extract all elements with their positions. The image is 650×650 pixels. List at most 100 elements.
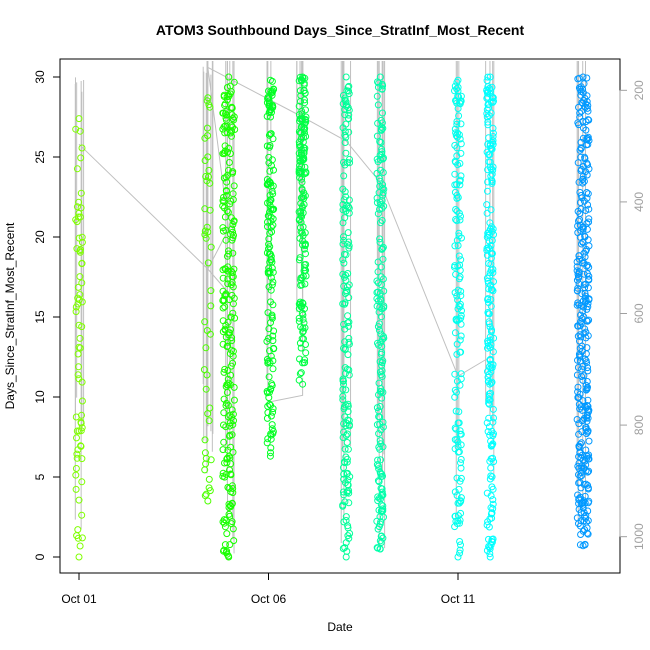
- data-point: [342, 422, 350, 430]
- data-point: [581, 153, 589, 161]
- data-point: [580, 313, 588, 321]
- data-point: [345, 294, 353, 302]
- data-point: [457, 287, 465, 295]
- data-point: [454, 194, 462, 201]
- data-point: [230, 116, 238, 124]
- data-point: [581, 526, 588, 534]
- data-point: [486, 323, 494, 331]
- data-point: [378, 245, 386, 253]
- data-point: [267, 401, 275, 409]
- data-point: [268, 228, 276, 236]
- data-point: [452, 132, 460, 140]
- data-point: [456, 430, 464, 438]
- data-point: [226, 512, 234, 520]
- data-point: [451, 393, 459, 401]
- data-point: [489, 124, 497, 132]
- data-point: [221, 303, 229, 311]
- data-point: [296, 339, 304, 347]
- data-point: [229, 196, 237, 204]
- data-point: [373, 404, 381, 412]
- data-point: [374, 258, 382, 266]
- data-point: [583, 225, 591, 233]
- data-point: [224, 381, 232, 389]
- data-point: [223, 129, 231, 137]
- data-point: [575, 505, 583, 513]
- data-point: [576, 199, 584, 206]
- data-point: [376, 437, 384, 445]
- data-point: [584, 317, 591, 325]
- data-point: [342, 432, 350, 439]
- data-point: [263, 414, 271, 422]
- data-point: [230, 113, 238, 121]
- data-point: [454, 438, 462, 446]
- data-point: [301, 229, 309, 237]
- data-point: [343, 287, 350, 295]
- data-point: [270, 345, 277, 353]
- data-point: [484, 73, 492, 81]
- data-point: [265, 178, 273, 185]
- data-point: [205, 475, 213, 483]
- data-point: [380, 185, 388, 193]
- data-point: [297, 276, 305, 284]
- data-point: [344, 270, 352, 277]
- data-point: [582, 514, 589, 522]
- data-point: [454, 553, 462, 561]
- data-point: [583, 189, 591, 196]
- data-point: [374, 268, 382, 276]
- right-tick-label: 200: [632, 80, 646, 100]
- data-point: [75, 375, 83, 383]
- data-point: [575, 103, 582, 111]
- data-point: [376, 290, 384, 297]
- data-point: [298, 133, 306, 141]
- data-point: [484, 121, 492, 129]
- data-point: [345, 318, 353, 326]
- data-point: [575, 217, 582, 225]
- data-point: [201, 134, 209, 142]
- data-point: [202, 234, 210, 242]
- data-point: [229, 309, 237, 317]
- data-point: [76, 273, 84, 281]
- data-point: [487, 145, 495, 152]
- data-point: [489, 496, 497, 504]
- data-point: [73, 427, 81, 435]
- data-point: [340, 196, 348, 204]
- data-point: [457, 474, 465, 482]
- data-point: [379, 169, 387, 176]
- data-point: [74, 283, 82, 291]
- data-point: [376, 238, 384, 246]
- data-point: [342, 149, 350, 157]
- data-point: [229, 168, 237, 176]
- data-point: [204, 259, 212, 267]
- data-point: [302, 106, 309, 114]
- data-point: [341, 346, 349, 354]
- data-point: [222, 402, 230, 410]
- data-point: [585, 437, 593, 445]
- data-point: [207, 456, 215, 464]
- data-point: [222, 173, 230, 181]
- data-point: [296, 234, 304, 242]
- data-point: [229, 283, 237, 291]
- data-point: [580, 80, 588, 88]
- data-point: [267, 430, 275, 438]
- data-point: [230, 182, 238, 190]
- data-point: [377, 263, 385, 271]
- data-point: [342, 513, 350, 521]
- data-point: [485, 101, 493, 108]
- data-point: [74, 371, 82, 379]
- data-point: [75, 296, 83, 304]
- data-point: [78, 511, 86, 519]
- data-point: [76, 542, 84, 550]
- y-tick-label: 20: [33, 230, 47, 244]
- data-point: [376, 156, 384, 164]
- data-point: [373, 517, 381, 525]
- data-point: [377, 313, 385, 321]
- data-point: [224, 96, 231, 104]
- data-point: [577, 153, 585, 161]
- data-point: [576, 440, 584, 448]
- data-point: [583, 159, 591, 167]
- data-point: [585, 116, 593, 124]
- data-point: [488, 378, 496, 386]
- data-point: [377, 371, 385, 379]
- data-point: [456, 519, 463, 527]
- data-point: [583, 171, 591, 179]
